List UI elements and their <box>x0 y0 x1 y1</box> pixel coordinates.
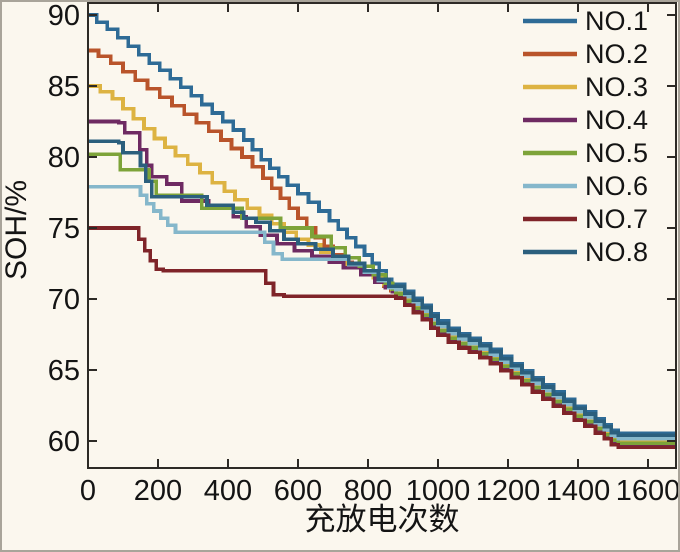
series-line-no7 <box>88 226 676 450</box>
x-tick-label: 400 <box>204 475 252 507</box>
x-tick-label: 200 <box>134 475 182 507</box>
legend-item-label: NO.2 <box>585 39 648 69</box>
y-tick-label: 60 <box>48 426 80 458</box>
y-tick-label: 90 <box>48 2 80 32</box>
x-axis-label: 充放电次数 <box>305 502 460 537</box>
y-tick-label: 80 <box>48 142 80 174</box>
legend-item-label: NO.1 <box>585 6 648 36</box>
x-tick-label: 800 <box>344 475 392 507</box>
x-tick-label: 1200 <box>476 475 541 507</box>
legend-item-label: NO.5 <box>585 138 648 168</box>
legend-item-label: NO.7 <box>585 204 648 234</box>
x-tick-label: 1000 <box>406 475 471 507</box>
legend-item-label: NO.6 <box>585 171 648 201</box>
series-line-no8 <box>88 139 676 438</box>
plot-border <box>86 2 678 470</box>
x-tick-label: 0 <box>80 475 96 507</box>
legend-item-label: NO.8 <box>585 237 648 267</box>
y-tick-label: 70 <box>48 284 80 316</box>
x-tick-label: 600 <box>274 475 322 507</box>
y-tick-label: 85 <box>48 71 80 103</box>
y-tick-label: 65 <box>48 355 80 387</box>
x-tick-label: 1600 <box>616 475 678 507</box>
legend-item-label: NO.3 <box>585 72 648 102</box>
y-axis-label: SOH/% <box>2 180 33 280</box>
legend-item-label: NO.4 <box>585 105 648 135</box>
x-tick-label: 1400 <box>546 475 611 507</box>
y-tick-label: 75 <box>48 213 80 245</box>
